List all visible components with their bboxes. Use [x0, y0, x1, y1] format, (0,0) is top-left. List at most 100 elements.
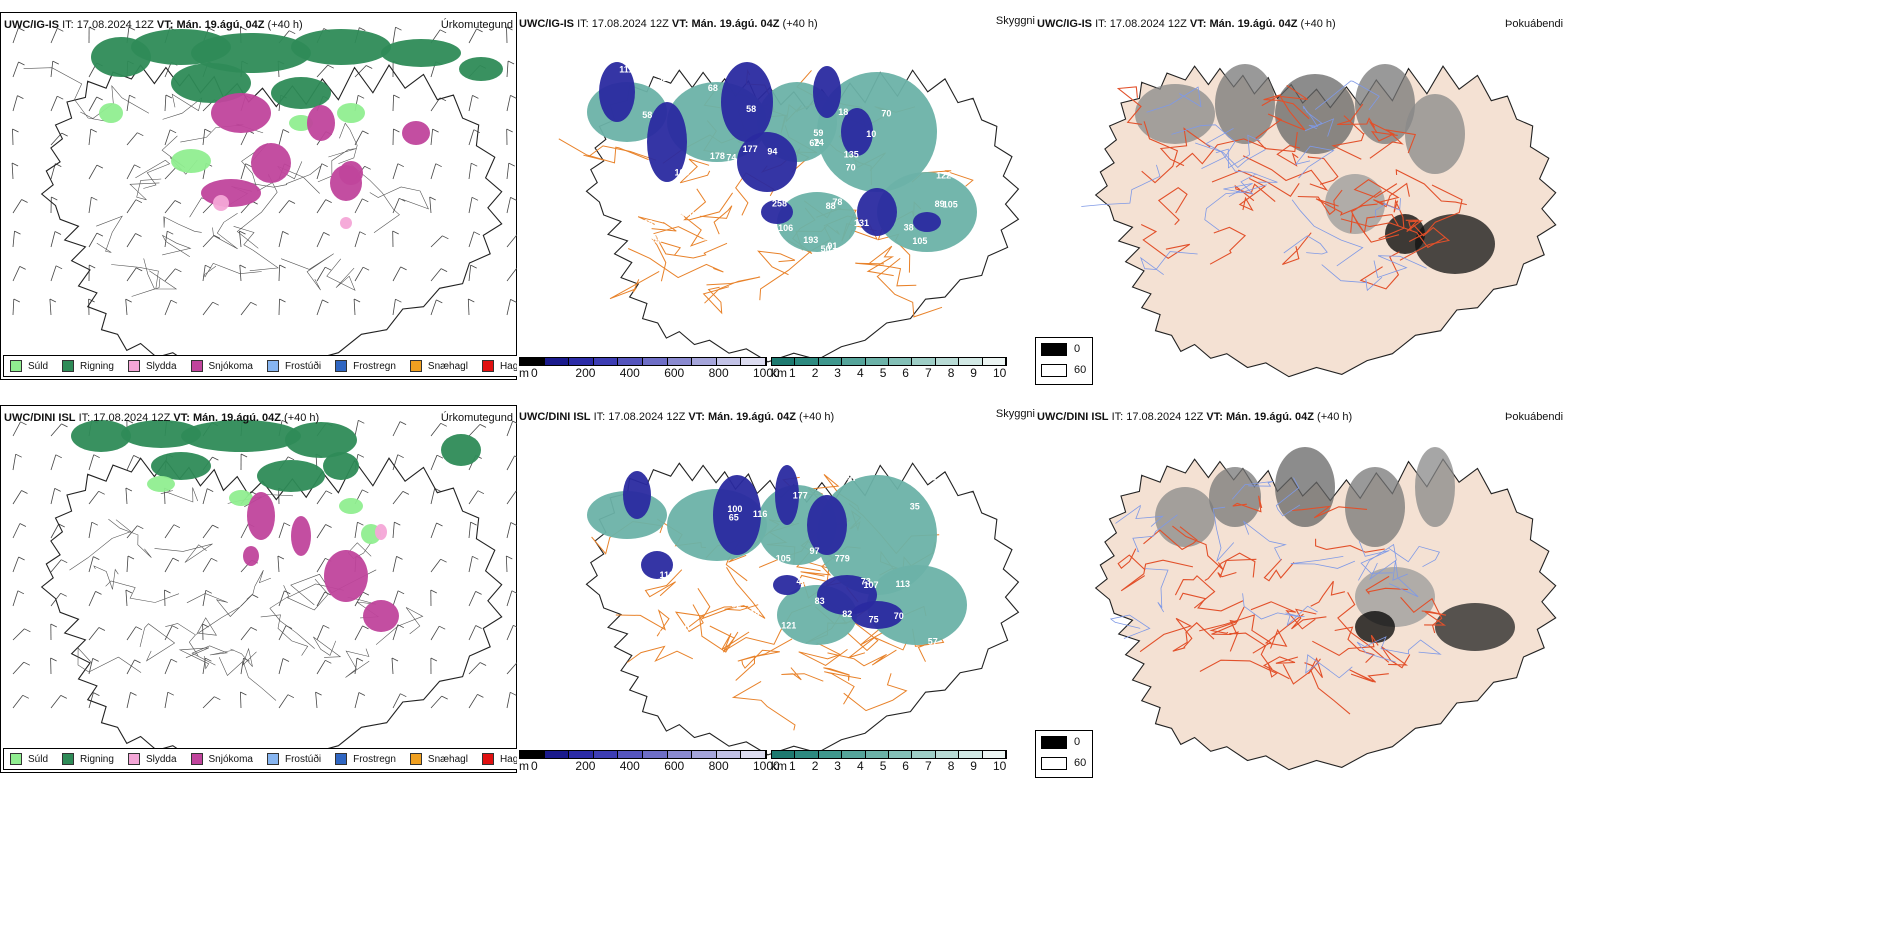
wind-barb [126, 555, 129, 573]
ceiling-value-label: 62 [809, 138, 819, 148]
wind-barb [23, 661, 30, 666]
wind-barb [282, 658, 290, 662]
snow-area [324, 550, 368, 602]
wind-barb [506, 420, 514, 437]
colorbar-segment [842, 358, 866, 365]
wind-barb [240, 691, 242, 709]
ceiling-value-label: 97 [810, 546, 820, 556]
colorbar-segment [889, 751, 913, 758]
wind-barb [506, 95, 511, 112]
wind-barb [50, 657, 57, 662]
wind-barb [128, 26, 136, 31]
road-line [77, 647, 142, 673]
river-line [1145, 568, 1169, 613]
wind-barb [354, 266, 364, 282]
legend-label: Frostregn [353, 753, 396, 765]
legend-label: Slydda [145, 360, 177, 372]
wind-barb [278, 200, 290, 214]
legend-item: Frostregn [335, 753, 396, 765]
rain-area [121, 420, 201, 448]
colorbar-tick: 4 [857, 759, 864, 773]
wind-barb [164, 167, 177, 180]
wind-barb [202, 301, 214, 316]
river-line [1139, 251, 1198, 276]
ceiling-area [775, 465, 799, 525]
road-line [655, 235, 728, 259]
wind-barb [164, 231, 168, 248]
wind-barb [395, 298, 402, 303]
river-line [1195, 142, 1278, 183]
rain-area [459, 57, 503, 81]
coastline [585, 462, 1020, 756]
wind-barb [392, 299, 396, 316]
colorbar-segment [772, 751, 796, 758]
parameter-title: Skyggni [995, 408, 1035, 420]
panel-title: UWC/DINI ISL IT: 17.08.2024 12Z VT: Mán.… [519, 411, 834, 423]
road-line [203, 263, 262, 278]
ceiling-value-label: 52 [658, 73, 668, 83]
road-line [1139, 617, 1193, 653]
wind-barb [164, 268, 176, 282]
wind-barb [362, 266, 370, 271]
wind-barb [125, 487, 128, 505]
wind-barb [287, 694, 295, 699]
ceiling-value-label: 57 [928, 636, 938, 646]
wind-barb [239, 264, 246, 269]
wind-barb [164, 589, 166, 607]
ceiling-value-label: 35 [910, 501, 920, 511]
fog-index-area [1215, 64, 1275, 144]
ceiling-value-label: 113 [896, 579, 911, 589]
wind-barb [202, 488, 208, 505]
fog-index-area [1415, 214, 1495, 274]
river-line [1303, 106, 1335, 137]
wind-barb [21, 490, 28, 494]
wind-barb [49, 298, 52, 316]
road-line [1304, 657, 1324, 679]
wind-barb [50, 695, 62, 709]
wind-barb [125, 487, 133, 492]
river-line [1356, 636, 1396, 663]
fog-legend-label: 60 [1074, 757, 1087, 769]
ceiling-value-label: 84 [786, 452, 796, 462]
wind-barb [240, 302, 252, 316]
wind-barb [61, 423, 68, 428]
ceiling-value-label: 89 [642, 50, 652, 60]
snow-area [363, 600, 399, 632]
wind-barb [127, 555, 135, 560]
colorbar-segment [520, 751, 545, 758]
wind-barb [325, 524, 332, 528]
wind-barb [240, 130, 249, 146]
visibility-panel-bottom: 62 113 97 48 105 116 70 81 75 62 57 65 48 84 82 100 73 11… [517, 405, 1035, 773]
ceiling-value-label: 100 [727, 504, 742, 514]
wind-barb [50, 96, 58, 112]
colorbar-tick: 3 [834, 366, 841, 380]
fog-panel-top: UWC/IG-IS IT: 17.08.2024 12Z VT: Mán. 19… [1035, 12, 1900, 385]
colorbar-segment [716, 358, 742, 365]
wind-barb [133, 455, 140, 459]
wind-barb [88, 522, 93, 539]
ceiling-value-label: 73 [861, 577, 871, 587]
river-line [1285, 605, 1318, 627]
legend-item: Slydda [127, 360, 177, 372]
road-line [163, 216, 202, 233]
wind-barb [88, 232, 98, 248]
ceiling-value-label: 82 [842, 609, 852, 619]
road-line [1291, 608, 1327, 630]
wind-barb [400, 693, 407, 698]
river-line [1321, 264, 1383, 292]
wind-barb [12, 298, 15, 316]
road-line [317, 148, 357, 183]
rain-area [291, 29, 391, 65]
wind-barb [430, 695, 442, 709]
colorbar-segment [865, 751, 890, 758]
colorbar-segment [772, 358, 796, 365]
parameter-title: Þokuábendi [1505, 411, 1564, 423]
road-line [653, 213, 708, 247]
colorbar-tick: 6 [902, 366, 909, 380]
ceiling-value-label: 50 [821, 244, 831, 254]
precip-type-panel-bottom: UWC/DINI ISL IT: 17.08.2024 12Z VT: Mán.… [0, 405, 550, 773]
colorbar-segment [544, 358, 570, 365]
wind-barb [362, 625, 369, 630]
road-line [165, 623, 199, 656]
wind-barb [468, 95, 473, 112]
